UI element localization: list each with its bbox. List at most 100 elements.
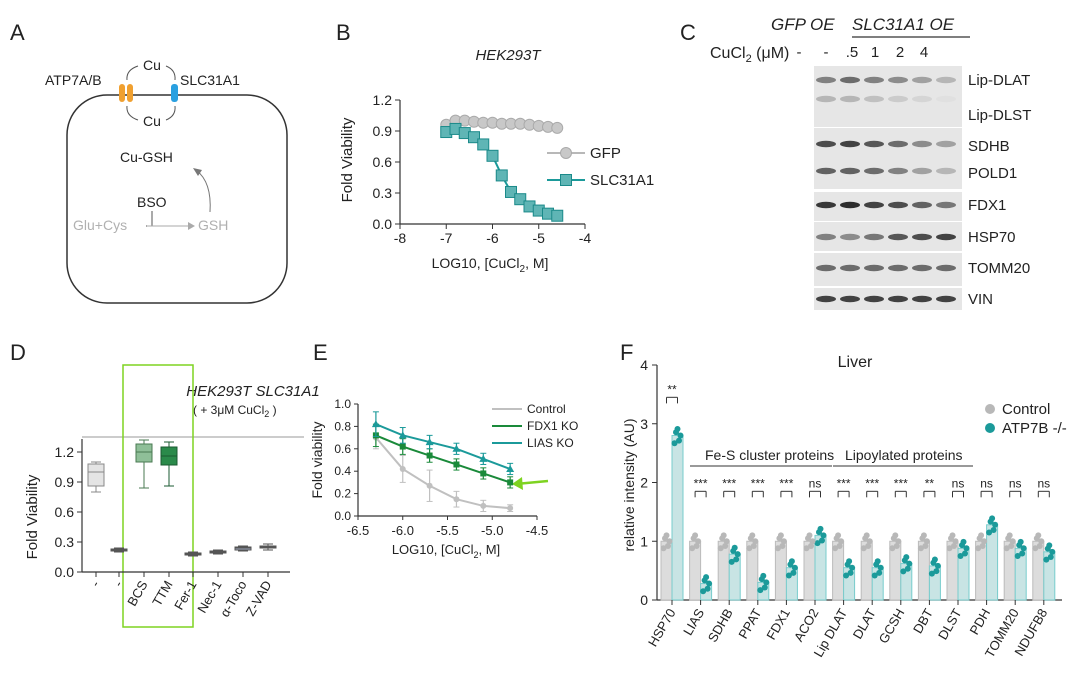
panel-e-point bbox=[398, 431, 407, 439]
panel-f-dot-control bbox=[720, 532, 727, 539]
panel-f-dot-atp7b bbox=[960, 538, 967, 545]
cell-membrane bbox=[66, 94, 288, 304]
panel-e-point bbox=[453, 496, 460, 503]
panel-f-dot-atp7b bbox=[933, 568, 940, 575]
label-cu-gsh: Cu-GSH bbox=[120, 149, 173, 165]
panel-f-legend-label: ATP7B -/- bbox=[1002, 420, 1067, 437]
blot-band bbox=[888, 95, 908, 103]
panel-f-dot-control bbox=[835, 532, 842, 539]
panel-f-dot-control bbox=[803, 545, 810, 552]
panel-f-dot-control bbox=[917, 545, 924, 552]
panel-f-sig-label: ** bbox=[667, 382, 677, 396]
band-label: Lip-DLST bbox=[968, 107, 1031, 124]
panel-f-bar-atp7b bbox=[986, 524, 999, 601]
blot-band bbox=[888, 167, 908, 175]
panel-f-dot-control bbox=[722, 542, 729, 549]
panel-f-xtick-label: HSP70 bbox=[645, 606, 679, 649]
panel-f-sig-label: ** bbox=[925, 476, 935, 490]
blot-band bbox=[888, 233, 908, 241]
panel-f-ytick-label: 3 bbox=[640, 416, 648, 432]
panel-d-title: HEK293T SLC31A1 bbox=[186, 383, 319, 400]
band-label: POLD1 bbox=[968, 165, 1017, 182]
panel-f-dot-control bbox=[774, 545, 781, 552]
panel-f-dot-control bbox=[746, 545, 753, 552]
panel-f-dot-control bbox=[920, 532, 927, 539]
band-label: FDX1 bbox=[968, 197, 1006, 214]
panel-f-dot-control bbox=[949, 532, 956, 539]
panel-f-xtick-label: PDH bbox=[966, 606, 993, 637]
arrow-cu-out bbox=[126, 105, 139, 121]
panel-f-sig-label: ns bbox=[980, 476, 993, 490]
panel-f-legend-marker-atp7b bbox=[985, 423, 995, 433]
panel-f-dot-atp7b bbox=[876, 569, 883, 576]
panel-e-ytick-label: 0.8 bbox=[334, 419, 351, 433]
label-slc31a1: SLC31A1 bbox=[180, 72, 240, 88]
panel-e-point bbox=[426, 452, 433, 459]
panel-f-dot-atp7b bbox=[906, 560, 913, 567]
panel-f-dot-control bbox=[752, 538, 759, 545]
band-label: SDHB bbox=[968, 138, 1010, 155]
panel-f-dot-atp7b bbox=[843, 572, 850, 579]
group-label-fes: Fe-S cluster proteins bbox=[705, 447, 834, 463]
panel-f-xtick-label: GCSH bbox=[876, 606, 908, 646]
panel-f-dot-control bbox=[979, 542, 986, 549]
panel-b-ytick-label: 0.9 bbox=[373, 123, 393, 139]
blot-band bbox=[912, 295, 932, 303]
panel-f-ytick-label: 0 bbox=[640, 592, 648, 608]
panel-letter-a: A bbox=[10, 20, 25, 45]
blot-band bbox=[864, 295, 884, 303]
panel-f-dot-control bbox=[946, 545, 953, 552]
panel-e-point bbox=[507, 505, 514, 512]
panel-f-dot-atp7b bbox=[731, 544, 738, 551]
panel-e-legend-label: LIAS KO bbox=[527, 436, 574, 450]
panel-f-dot-control bbox=[836, 542, 843, 549]
panel-f-dot-atp7b bbox=[728, 558, 735, 565]
panel-f-dot-control bbox=[866, 538, 873, 545]
panel-b-title: HEK293T bbox=[475, 47, 542, 64]
panel-f-dot-control bbox=[666, 538, 673, 545]
panel-b-ytick-label: 0.0 bbox=[373, 216, 393, 232]
panel-d-chart: HEK293T SLC31A1 ( + 3μM CuCl2 ) Fold Via… bbox=[24, 364, 320, 628]
panel-b-ytick-label: 0.6 bbox=[373, 154, 393, 170]
panel-b-legend-label: GFP bbox=[590, 145, 621, 162]
panel-f-dot-control bbox=[808, 542, 814, 549]
panel-b-xtick-label: -5 bbox=[533, 230, 546, 246]
panel-f-xtick-label: LIAS bbox=[680, 606, 707, 638]
label-cu-top: Cu bbox=[143, 57, 161, 73]
panel-b-point-slc31a1 bbox=[514, 193, 527, 206]
panel-f-xtick-label: SDHB bbox=[705, 606, 736, 645]
lane-labels: - - .5 1 2 4 bbox=[797, 44, 929, 61]
panel-f-dot-atp7b bbox=[1017, 538, 1024, 545]
panel-b-ylabel: Fold Viability bbox=[339, 117, 356, 202]
panel-f-dot-control bbox=[780, 538, 787, 545]
panel-f-dot-control bbox=[981, 538, 988, 545]
panel-f-xtick-label: FDX1 bbox=[763, 606, 793, 642]
panel-f-dot-control bbox=[693, 542, 700, 549]
panel-f-dot-atp7b bbox=[847, 569, 854, 576]
panel-f-bar-atp7b bbox=[671, 435, 684, 601]
panel-f-dot-atp7b bbox=[871, 572, 878, 579]
blot-band bbox=[864, 264, 884, 272]
panel-f-dot-control bbox=[1006, 532, 1013, 539]
panel-f-sig-label: ns bbox=[1037, 476, 1050, 490]
panel-f-dot-control bbox=[865, 542, 872, 549]
panel-d-xtick-label: BCS bbox=[124, 578, 151, 609]
header-gfp-oe: GFP OE bbox=[771, 15, 835, 34]
blot-band bbox=[888, 201, 908, 209]
panel-f-dot-atp7b bbox=[820, 532, 827, 539]
panel-f-dot-atp7b bbox=[1020, 545, 1027, 552]
panel-f-dot-control bbox=[951, 542, 957, 549]
panel-letter-d: D bbox=[10, 340, 26, 365]
blot-band bbox=[840, 76, 860, 84]
lane-label: - bbox=[797, 44, 802, 61]
arrow-gsh-to-cugsh-head bbox=[193, 168, 202, 176]
panel-f-dot-atp7b bbox=[934, 562, 941, 569]
panel-d-xtick-label: - bbox=[110, 578, 125, 589]
band-label: Lip-DLAT bbox=[968, 72, 1030, 89]
panel-f-dot-atp7b bbox=[963, 545, 970, 552]
panel-b-point-slc31a1 bbox=[551, 209, 564, 222]
blot-band bbox=[816, 167, 836, 175]
strip-sdhb-pold1 bbox=[814, 128, 962, 189]
panel-e-xtick-label: -5.5 bbox=[436, 523, 458, 538]
blot-band bbox=[912, 140, 932, 148]
